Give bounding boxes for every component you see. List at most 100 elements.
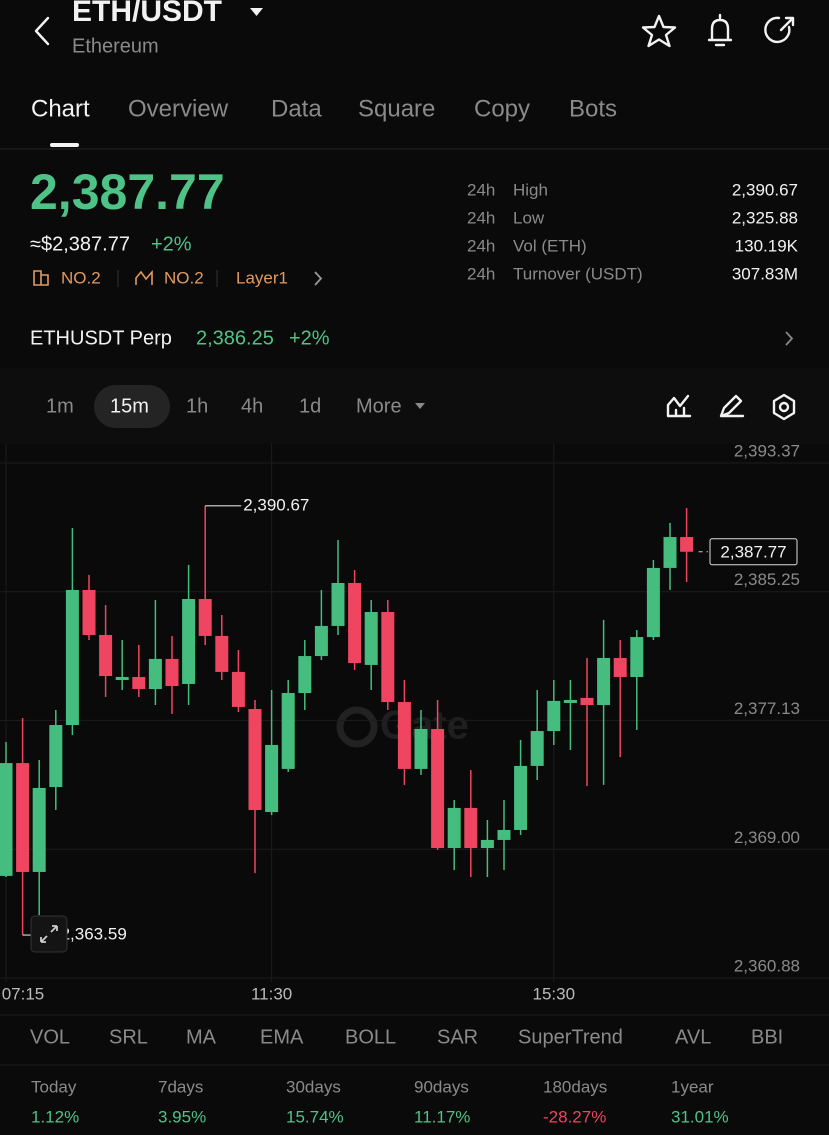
settings-icon[interactable] [772,393,796,421]
chevron[interactable] [314,271,323,286]
interval[interactable]: 1d [299,395,321,417]
candle-body [480,839,494,849]
tab[interactable]: Copy [474,95,530,122]
candle-body [397,702,411,769]
trend-icon [135,269,153,285]
y-tick-label: 2,385.25 [734,570,800,589]
draw-icon[interactable] [719,394,745,418]
stat-value: 2,325.88 [732,208,798,227]
badge[interactable]: Layer1 [236,268,288,287]
perp-change: +2% [289,327,330,349]
rank-icon [33,270,49,286]
indicator[interactable]: SRL [109,1026,148,1048]
interval[interactable]: 15m [110,395,149,417]
interval[interactable]: 1m [46,395,74,417]
x-tick-label: 07:15 [2,984,45,1003]
back-button[interactable] [34,16,50,46]
candle-body [431,728,445,849]
tab[interactable]: Square [358,95,435,122]
indicator[interactable]: BOLL [345,1026,396,1048]
indicator[interactable]: BBI [751,1026,783,1048]
indicator-icon[interactable] [666,394,692,418]
settings-icon-center [778,401,790,413]
y-tick-label: 2,393.37 [734,441,800,460]
stat-period: 24h [467,236,495,255]
candle-body [281,692,295,769]
perp-price: 2,386.25 [196,327,274,349]
last-price-label: 2,387.77 [720,542,786,561]
tab[interactable]: Bots [569,95,617,122]
return-value: -28.27% [543,1107,606,1126]
pair[interactable]: ETH/USDT [72,0,222,28]
stat-period: 24h [467,264,495,283]
candle-body [597,657,611,706]
candle-body [663,537,677,568]
indicator[interactable]: MA [186,1026,217,1048]
candle-body [414,728,428,769]
y-tick-label: 2,377.13 [734,699,800,718]
indicator[interactable]: SuperTrend [518,1026,623,1048]
expand-button[interactable] [30,915,68,953]
stat-value: 2,390.67 [732,180,798,199]
indicator[interactable]: SAR [437,1026,478,1048]
candle-body [115,676,129,681]
candle-body [530,731,544,766]
candle-body [547,700,561,732]
x-tick-label: 11:30 [251,984,292,1003]
expand-icon [40,925,58,943]
stat-label: Vol (ETH) [513,236,587,255]
last-price: 2,387.77 [30,164,225,220]
candle-body [580,697,594,706]
candle-body [331,582,345,626]
alert-icon[interactable] [707,13,733,47]
return-value: 11.17% [414,1107,470,1126]
interval[interactable]: 1h [186,395,208,417]
return-period: Today [31,1077,77,1096]
favorite-icon[interactable] [641,14,677,48]
indicator[interactable]: EMA [260,1026,304,1048]
return-value: 31.01% [671,1107,729,1126]
candle-body [182,599,196,684]
x-tick-label: 15:30 [533,984,576,1003]
candle-body [646,567,660,638]
stat-label: High [513,180,548,199]
tab[interactable]: Overview [128,95,229,122]
tab[interactable]: Data [271,95,322,122]
annotation-label: 2,363.59 [61,925,127,944]
candle-body [65,589,79,726]
badge[interactable]: NO.2 [164,268,204,287]
badge[interactable]: NO.2 [61,268,101,287]
interval-selected [94,385,170,428]
candle-body [165,658,179,687]
return-value: 1.12% [31,1107,79,1126]
pair-name: Ethereum [72,35,159,57]
pair-dropdown[interactable] [250,8,263,16]
candle-body [16,763,30,872]
candle-body [364,611,378,665]
more-dropdown[interactable] [415,403,425,409]
perp-name[interactable]: ETHUSDT Perp [30,327,172,349]
chevron[interactable] [785,331,794,346]
tab[interactable]: Chart [31,95,90,122]
return-period: 7days [158,1077,203,1096]
interval[interactable]: More [356,395,402,417]
stat-label: Turnover (USDT) [513,264,643,283]
candle-body [563,699,577,703]
y-tick-label: 2,369.00 [734,828,800,847]
share-icon[interactable] [764,16,795,44]
indicator[interactable]: AVL [675,1026,711,1048]
candle-body [32,787,46,872]
return-period: 180days [543,1077,607,1096]
candle-body [680,537,694,552]
stats: 24h High 2,390.67 24h Low 2,325.88 24h V… [467,180,799,283]
stat-label: Low [513,208,545,227]
candle-body [348,582,362,664]
interval[interactable]: 4h [241,395,263,417]
candle-body [381,611,395,703]
candle-body [231,671,245,707]
y-tick-label: 2,360.88 [734,956,800,975]
candle-body [314,625,328,657]
candle-body [148,658,162,690]
indicator[interactable]: VOL [30,1026,70,1048]
